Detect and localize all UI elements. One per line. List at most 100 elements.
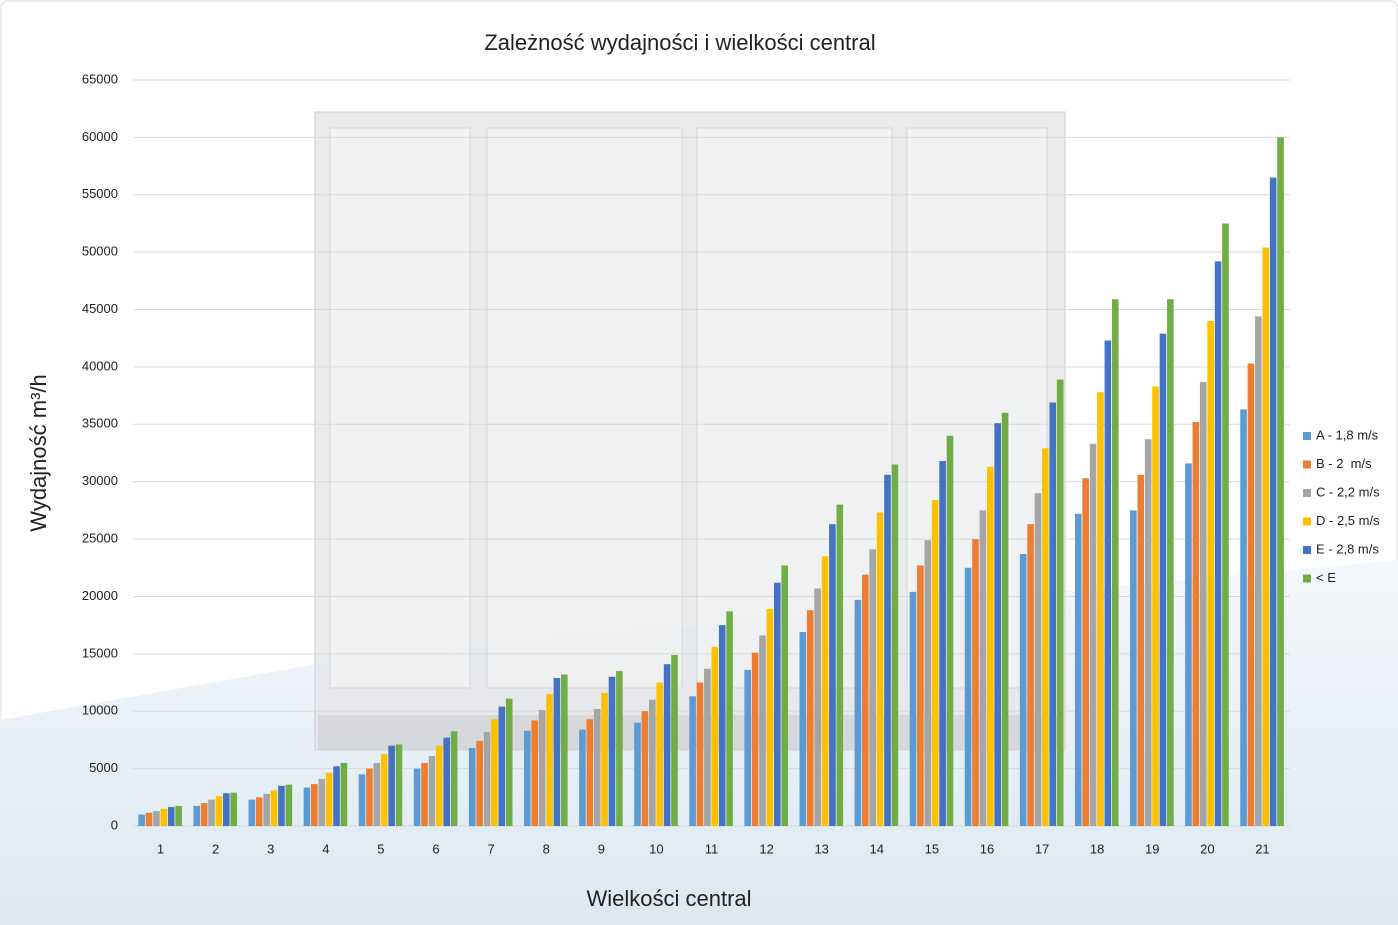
- bar: [980, 510, 987, 826]
- y-tick-label: 65000: [82, 71, 118, 86]
- x-tick-label: 18: [1090, 841, 1104, 856]
- bar: [271, 790, 278, 826]
- bar: [594, 709, 601, 826]
- bar: [939, 461, 946, 826]
- bar: [965, 568, 972, 826]
- bar: [1207, 321, 1214, 826]
- y-tick-label: 60000: [82, 129, 118, 144]
- bar: [1160, 334, 1167, 826]
- bar: [869, 549, 876, 826]
- x-tick-label: 4: [322, 841, 329, 856]
- bar: [855, 600, 862, 826]
- bar: [546, 694, 553, 826]
- bar: [561, 675, 568, 826]
- bar: [884, 475, 891, 826]
- bar: [697, 683, 704, 826]
- bar: [664, 664, 671, 826]
- bar: [822, 556, 829, 826]
- bar: [601, 693, 608, 826]
- y-tick-label: 40000: [82, 358, 118, 373]
- bar: [414, 769, 421, 826]
- bar: [836, 505, 843, 826]
- chart: Zależność wydajności i wielkości central…: [0, 0, 1398, 925]
- bar: [366, 769, 373, 826]
- x-tick-label: 8: [543, 841, 550, 856]
- bar: [1270, 178, 1277, 826]
- bar: [341, 763, 348, 826]
- bar: [554, 678, 561, 826]
- bar: [318, 779, 325, 826]
- x-tick-label: 7: [488, 841, 495, 856]
- y-tick-label: 20000: [82, 588, 118, 603]
- bar: [506, 699, 513, 826]
- bar: [539, 710, 546, 826]
- bar: [1277, 137, 1284, 826]
- bar: [201, 803, 208, 826]
- bar: [704, 669, 711, 826]
- bar: [175, 806, 182, 826]
- y-tick-label: 45000: [82, 301, 118, 316]
- bar: [932, 500, 939, 826]
- bar: [689, 696, 696, 826]
- x-tick-label: 13: [814, 841, 828, 856]
- bar: [609, 677, 616, 826]
- bar: [759, 635, 766, 826]
- bar: [230, 793, 237, 826]
- bar: [616, 671, 623, 826]
- bar: [862, 575, 869, 826]
- x-tick-label: 17: [1035, 841, 1049, 856]
- bar: [161, 809, 168, 826]
- bar: [193, 806, 200, 826]
- legend-label: D - 2,5 m/s: [1316, 513, 1380, 528]
- bar: [146, 813, 153, 826]
- bar: [216, 796, 223, 826]
- y-tick-label: 30000: [82, 473, 118, 488]
- x-tick-label: 15: [925, 841, 939, 856]
- x-tick-label: 9: [598, 841, 605, 856]
- y-tick-label: 35000: [82, 416, 118, 431]
- bar: [1057, 380, 1064, 826]
- bar: [388, 746, 395, 826]
- legend-swatch: [1303, 489, 1311, 497]
- bar: [396, 745, 403, 826]
- bar: [649, 700, 656, 826]
- bar: [947, 436, 954, 826]
- y-axis-label: Wydajność m³/h: [26, 374, 51, 532]
- bar: [587, 719, 594, 826]
- bar: [712, 647, 719, 826]
- x-tick-label: 14: [870, 841, 884, 856]
- bar: [469, 748, 476, 826]
- bar: [1262, 248, 1269, 826]
- y-tick-label: 50000: [82, 244, 118, 259]
- x-tick-label: 12: [759, 841, 773, 856]
- bar: [1042, 448, 1049, 826]
- bar: [1027, 524, 1034, 826]
- bar: [153, 811, 160, 826]
- bar: [671, 655, 678, 826]
- x-tick-label: 1: [157, 841, 164, 856]
- bar: [656, 683, 663, 826]
- bar: [1240, 409, 1247, 826]
- bar: [1075, 514, 1082, 826]
- bar: [278, 786, 285, 826]
- x-tick-label: 3: [267, 841, 274, 856]
- bar: [256, 797, 263, 826]
- bar: [168, 807, 175, 826]
- bar: [972, 539, 979, 826]
- x-tick-label: 16: [980, 841, 994, 856]
- x-tick-label: 6: [432, 841, 439, 856]
- bar: [531, 720, 538, 826]
- bar: [579, 730, 586, 826]
- bar: [807, 610, 814, 826]
- bar: [910, 592, 917, 826]
- bar: [311, 784, 318, 826]
- legend-swatch: [1303, 575, 1311, 583]
- bar: [1145, 439, 1152, 826]
- bar: [249, 800, 256, 826]
- bar: [987, 467, 994, 826]
- bar: [892, 464, 899, 826]
- bar: [1112, 299, 1119, 826]
- y-tick-label: 15000: [82, 645, 118, 660]
- bar: [443, 738, 450, 826]
- bar: [263, 794, 270, 826]
